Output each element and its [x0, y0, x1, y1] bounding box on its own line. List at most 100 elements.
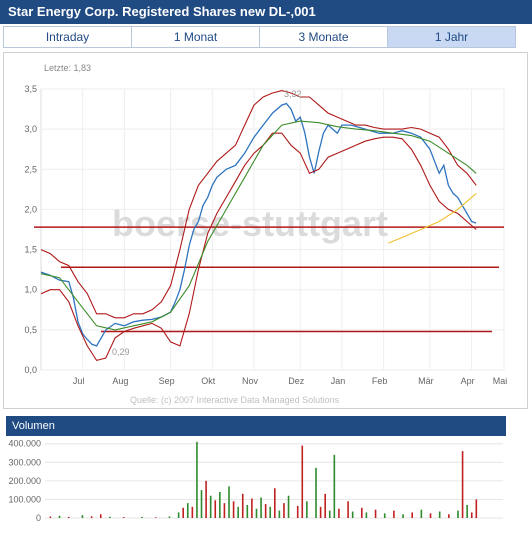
- volume-bars: [49, 441, 478, 518]
- volume-bar: [274, 488, 276, 518]
- min-annotation: 0,29: [112, 347, 130, 357]
- price-x-tick-label: Feb: [372, 376, 388, 386]
- volume-bar: [232, 501, 235, 518]
- period-tabs: Intraday 1 Monat 3 Monate 1 Jahr: [3, 26, 516, 48]
- volume-bar: [361, 507, 363, 518]
- volume-bar: [351, 511, 354, 518]
- series-price: [40, 102, 477, 347]
- volume-bar: [269, 506, 272, 518]
- tab-3-monate[interactable]: 3 Monate: [260, 27, 388, 47]
- price-x-tick-label: Mai: [493, 376, 508, 386]
- volume-bar: [319, 506, 322, 518]
- volume-bar: [333, 454, 336, 518]
- price-x-tick-label: Dez: [288, 376, 305, 386]
- volume-bar: [81, 515, 84, 518]
- price-y-tick-label: 2,0: [24, 204, 37, 214]
- price-chart-panel: Letzte: 1,83 0,0 0,5 1,0 1,5 2,0 2,5 3,0 3,5 Ju…: [3, 52, 528, 409]
- volume-bar: [241, 493, 244, 518]
- tab-1-jahr[interactable]: 1 Jahr: [388, 27, 515, 47]
- volume-bar: [109, 516, 111, 518]
- volume-y-tick-label: 200.000: [8, 476, 41, 486]
- volume-chart-panel: 0 100.000 200.000 300.000 400.000: [3, 436, 506, 528]
- price-x-tick-label: Jan: [331, 376, 346, 386]
- price-grid: [40, 88, 505, 371]
- volume-bar: [141, 516, 143, 518]
- price-y-axis: 0,0 0,5 1,0 1,5 2,0 2,5 3,0 3,5: [24, 84, 37, 375]
- volume-bar: [260, 497, 262, 518]
- price-series: [40, 90, 477, 362]
- volume-y-tick-label: 300.000: [8, 457, 41, 467]
- series-moving-average-long: [388, 192, 477, 244]
- price-chart: Letzte: 1,83 0,0 0,5 1,0 1,5 2,0 2,5 3,0 3,5 Ju…: [24, 63, 507, 405]
- price-x-tick-label: Nov: [242, 376, 259, 386]
- volume-bar: [393, 510, 395, 518]
- volume-bar: [246, 505, 249, 518]
- volume-bar: [264, 504, 267, 518]
- volume-bar: [466, 505, 468, 518]
- watermark: boerse-stuttgart: [112, 203, 388, 244]
- series-moving-average: [40, 120, 477, 331]
- volume-bar: [99, 514, 102, 518]
- volume-bar: [411, 512, 413, 518]
- volume-bar: [154, 517, 157, 518]
- volume-bar: [438, 511, 441, 518]
- volume-bar: [457, 510, 459, 518]
- tab-intraday[interactable]: Intraday: [4, 27, 132, 47]
- price-x-tick-label: Apr: [461, 376, 475, 386]
- volume-bar: [186, 503, 189, 518]
- price-x-tick-label: Okt: [201, 376, 216, 386]
- volume-bar: [205, 480, 207, 518]
- tab-1-monat[interactable]: 1 Monat: [132, 27, 260, 47]
- price-x-tick-label: Mär: [418, 376, 434, 386]
- volume-bar: [214, 500, 217, 518]
- volume-bar: [475, 499, 478, 518]
- volume-bar: [420, 509, 423, 518]
- price-y-tick-label: 3,5: [24, 84, 37, 94]
- volume-bar: [228, 486, 230, 518]
- volume-bar: [470, 512, 473, 518]
- price-x-tick-label: Aug: [112, 376, 128, 386]
- volume-bar: [58, 515, 61, 518]
- volume-bar: [328, 510, 331, 518]
- volume-bar: [182, 507, 184, 518]
- volume-bar: [209, 495, 212, 518]
- volume-bar: [177, 512, 180, 518]
- volume-bar: [461, 451, 464, 518]
- volume-bar: [374, 509, 377, 518]
- price-x-tick-label: Sep: [159, 376, 175, 386]
- volume-bar: [287, 495, 290, 518]
- price-y-tick-label: 2,5: [24, 164, 37, 174]
- volume-bar: [122, 517, 125, 518]
- volume-bar: [338, 508, 340, 518]
- volume-bar: [49, 516, 52, 518]
- volume-y-tick-label: 0: [36, 513, 41, 523]
- source-note: Quelle: (c) 2007 Interactive Data Manage…: [130, 395, 340, 405]
- volume-bar: [90, 516, 93, 518]
- price-y-tick-label: 0,0: [24, 365, 37, 375]
- volume-bar: [223, 503, 226, 518]
- volume-bar: [296, 505, 299, 518]
- volume-bar: [448, 514, 450, 518]
- security-name: Star Energy Corp. Registered Shares new …: [8, 4, 316, 19]
- chart-title-bar: Star Energy Corp. Registered Shares new …: [0, 0, 532, 24]
- volume-bar: [200, 490, 203, 518]
- volume-bar: [347, 501, 349, 518]
- volume-bar: [251, 498, 253, 518]
- volume-bar: [306, 501, 308, 518]
- volume-bar: [278, 510, 281, 518]
- last-price-label: Letzte: 1,83: [44, 63, 91, 73]
- volume-bar: [237, 506, 239, 518]
- price-y-tick-label: 1,0: [24, 285, 37, 295]
- price-x-axis: Jul Aug Sep Okt Nov Dez Jan Feb Mär Apr Mai: [73, 376, 507, 386]
- volume-bar: [383, 513, 386, 518]
- volume-y-axis: 0 100.000 200.000 300.000 400.000: [8, 439, 41, 523]
- volume-bar: [301, 445, 304, 518]
- volume-bar: [365, 512, 368, 518]
- volume-bar: [324, 493, 326, 518]
- volume-bar: [67, 516, 70, 518]
- volume-header: Volumen: [6, 416, 506, 436]
- volume-title: Volumen: [12, 420, 55, 432]
- volume-bar: [429, 513, 432, 518]
- max-annotation: 3,32: [284, 89, 302, 99]
- series-bollinger-upper: [40, 90, 477, 319]
